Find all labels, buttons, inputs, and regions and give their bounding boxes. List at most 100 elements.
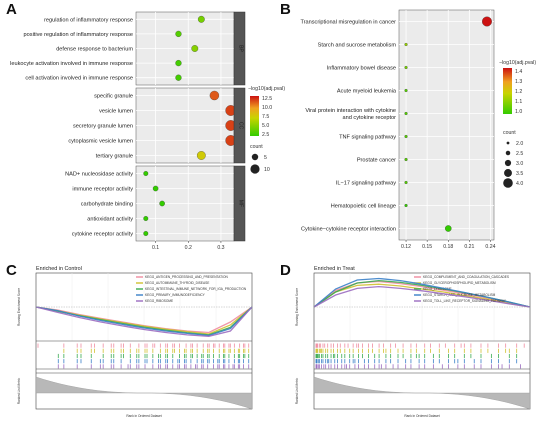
legend-label: KEGG_PRIMARY_IMMUNODEFICIENCY [145,293,206,297]
facet-strip [233,87,246,164]
series-line [313,285,531,308]
y-axis-label-lower: Ranked List Metric [295,377,299,404]
size-legend-dot [504,169,512,177]
y-axis-label-lower: Ranked List Metric [17,377,21,404]
facet-label: CC [238,122,244,130]
series-line [35,306,253,338]
legend-label: KEGG_RIBOSOME [145,299,173,303]
x-tick-label: 0.2 [185,245,192,251]
category-label: cytokine receptor activity [72,232,133,238]
category-label: Hematopoietic cell lineage [331,204,396,210]
color-legend-tick: 12.5 [262,96,272,102]
legend-label: KEGG_COMPLEMENT_AND_COAGULATION_CASCADES [423,275,509,279]
size-legend-title: count [250,144,263,150]
data-point [197,15,205,23]
color-legend-tick: 7.5 [262,114,269,120]
legend-label: KEGG_ANTIGEN_PROCESSING_AND_PRESENTATION [145,275,228,279]
panel-letter-a: A [6,1,17,18]
size-legend-dot [250,164,260,174]
category-label: specific granule [94,94,133,100]
category-label: Prostate cancer [357,158,396,164]
legend-label: KEGG_STARCH_AND_SUCROSE_METABOLISM [423,293,496,297]
data-point [159,200,165,207]
data-point [404,157,408,162]
legend-label: KEGG_TOLL_LIKE_RECEPTOR_SIGNALING_PATHWA… [423,299,507,303]
panel-letter-d: D [280,262,291,279]
series-line [35,306,253,337]
data-point [196,151,206,160]
size-legend-dot [251,153,259,161]
gsea-title: Enriched in Control [36,266,82,272]
facet-strip [233,11,246,86]
size-legend-dot [504,159,512,167]
data-point [143,231,149,236]
category-label: Viral protein interaction with cytokine [305,108,396,114]
color-legend-tick: 5.0 [262,123,269,129]
legend-label: KEGG_AUTOIMMUNE_THYROID_DISEASE [145,281,209,285]
x-tick-label: 0.21 [464,244,474,250]
facet-label: MF [238,200,244,207]
category-label: TNF signaling pathway [339,135,396,141]
panel-d-gsea: Enriched in Treat Running Enrichment Scor… [295,266,531,418]
category-label: cytoplasmic vesicle lumen [68,139,133,145]
x-tick-label: 0.3 [217,245,224,251]
size-legend-dot [505,150,511,156]
category-label: tertiary granule [96,154,133,160]
data-point [175,74,182,81]
color-legend-title: −log10(adj.pval) [499,60,536,66]
size-legend-label: 2.0 [516,141,523,147]
category-label: leukocyte activation involved in immune … [10,61,133,67]
panel-b-dotplot: Transcriptional misregulation in cancer S… [300,9,536,250]
panel-c-gsea: Enriched in Control Running Enrichment Sc… [17,266,253,418]
color-legend-bar [250,96,259,136]
series-line [313,277,531,308]
category-label: and cytokine receptor [343,115,397,121]
x-axis-label: Rank in Ordered Dataset [404,414,439,418]
category-label: carbohydrate binding [81,202,133,208]
x-tick-label: 0.12 [401,244,411,250]
data-point [143,171,149,176]
category-label: immune receptor activity [72,187,133,193]
category-label: positive regulation of inflammatory resp… [24,32,133,38]
plot-bg [398,9,495,241]
data-point [445,225,452,232]
category-label: Transcriptional misregulation in cancer [300,20,396,26]
category-label: antioxidant activity [87,217,133,223]
data-point [175,60,182,67]
category-label: Starch and sucrose metabolism [318,43,397,49]
data-point [404,88,408,93]
x-tick-label: 0.1 [152,245,159,251]
panel-a-dotplot: regulation of inflammatory response posit… [10,11,285,251]
data-point [404,111,408,116]
size-legend-dot [503,178,513,188]
series-line [313,283,531,308]
category-label: cell activation involved in immune respo… [25,76,133,82]
category-label: regulation of inflammatory response [44,17,133,23]
color-legend-tick: 2.5 [262,132,269,138]
category-label: secretory granule lumen [73,124,133,130]
color-legend-bar [503,68,512,114]
legend-label: KEGG_LYSOSOME [423,287,452,291]
y-axis-label: Running Enrichment Score [295,288,299,326]
data-point [404,203,408,208]
legend-label: KEGG_INTESTINAL_IMMUNE_NETWORK_FOR_IGA_P… [145,287,247,291]
gsea-title: Enriched in Treat [314,266,355,272]
category-label: Cytokine−cytokine receptor interaction [301,227,396,233]
facet-strip [233,165,246,242]
rank-metric-area [313,376,531,410]
x-tick-label: 0.15 [422,244,432,250]
data-point [209,90,220,101]
data-point [175,30,182,37]
size-legend-label: 3.5 [516,171,523,177]
size-legend-label: 3.0 [516,161,523,167]
data-point [404,42,408,47]
category-label: Acute myeloid leukemia [337,89,397,95]
category-label: IL−17 signaling pathway [336,181,396,187]
category-label: vesicle lumen [99,109,133,115]
x-tick-label: 0.24 [485,244,495,250]
panel-letter-b: B [280,1,291,18]
color-legend-tick: 1.2 [515,89,522,95]
data-point [482,16,492,27]
size-legend-label: 5 [264,155,267,161]
size-legend-label: 2.5 [516,151,523,157]
